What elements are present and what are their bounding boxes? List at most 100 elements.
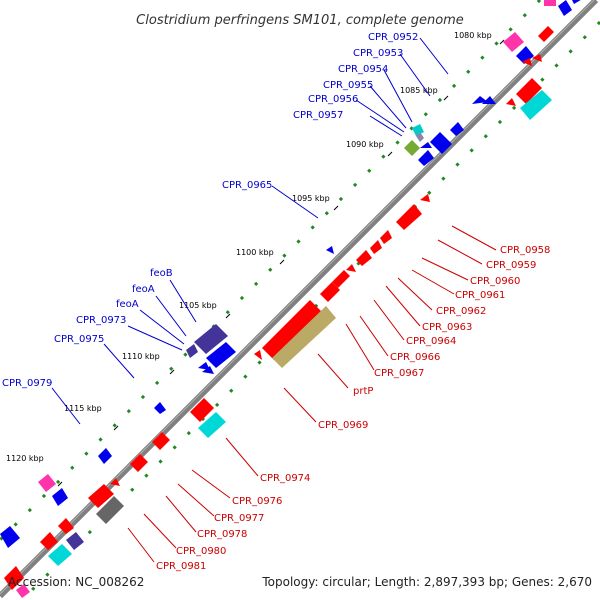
label-leader bbox=[345, 323, 375, 371]
label-leader bbox=[369, 115, 403, 137]
gene-feature bbox=[538, 26, 554, 42]
gene-feature bbox=[404, 140, 420, 156]
gene-feature bbox=[88, 484, 114, 508]
tick-mark bbox=[57, 481, 63, 487]
gene-label-cpr-0964[interactable]: CPR_0964 bbox=[406, 336, 456, 347]
label-leader bbox=[127, 325, 183, 351]
gene-label-cpr-0979[interactable]: CPR_0979 bbox=[2, 378, 52, 389]
gene-label-cpr-0974[interactable]: CPR_0974 bbox=[260, 473, 310, 484]
gene-label-cpr-0954[interactable]: CPR_0954 bbox=[338, 64, 388, 75]
gene-label-cpr-0958[interactable]: CPR_0958 bbox=[500, 245, 550, 256]
tick-marks bbox=[57, 39, 505, 487]
gene-feature bbox=[130, 454, 148, 472]
label-leader bbox=[421, 257, 469, 281]
gene-feature bbox=[262, 300, 322, 360]
gene-feature bbox=[558, 0, 572, 16]
gene-feature bbox=[40, 532, 58, 550]
label-leader bbox=[103, 343, 135, 379]
tick-label: 1120 kbp bbox=[6, 454, 44, 463]
label-leader bbox=[385, 285, 421, 327]
gene-label-cpr-0956[interactable]: CPR_0956 bbox=[308, 94, 358, 105]
gene-label-prtp[interactable]: prtP bbox=[353, 386, 373, 397]
reverse-label-lines bbox=[127, 225, 497, 563]
gene-label-cpr-0963[interactable]: CPR_0963 bbox=[422, 322, 472, 333]
tick-label: 1110 kbp bbox=[122, 352, 160, 361]
reverse-labels: CPR_0958 CPR_0959 CPR_0960 CPR_0961 CPR_… bbox=[156, 245, 550, 572]
gene-feature bbox=[154, 402, 166, 414]
gene-feature bbox=[416, 132, 424, 142]
gene-label-cpr-0967[interactable]: CPR_0967 bbox=[374, 368, 424, 379]
gene-label-cpr-0980[interactable]: CPR_0980 bbox=[176, 546, 226, 557]
label-leader bbox=[411, 269, 455, 295]
gene-feature bbox=[110, 478, 120, 486]
label-leader bbox=[419, 37, 449, 75]
gene-feature bbox=[152, 432, 170, 450]
label-leader bbox=[139, 309, 185, 345]
gene-feature bbox=[16, 584, 30, 598]
gene-feature bbox=[194, 324, 228, 354]
tick-label: 1080 kbp bbox=[454, 31, 492, 40]
tick-mark bbox=[169, 369, 175, 375]
gene-feature bbox=[482, 96, 496, 104]
gene-label-cpr-0975[interactable]: CPR_0975 bbox=[54, 334, 104, 345]
tick-mark bbox=[225, 313, 231, 319]
gene-label-cpr-0952[interactable]: CPR_0952 bbox=[368, 32, 418, 43]
label-leader bbox=[143, 513, 177, 549]
gene-feature bbox=[96, 496, 124, 524]
label-leader bbox=[369, 85, 407, 129]
gene-label-cpr-0961[interactable]: CPR_0961 bbox=[455, 290, 505, 301]
gene-label-cpr-0955[interactable]: CPR_0955 bbox=[323, 80, 373, 91]
gene-label-cpr-0973[interactable]: CPR_0973 bbox=[76, 315, 126, 326]
label-leader bbox=[359, 315, 389, 357]
label-leader bbox=[225, 437, 259, 477]
tick-mark bbox=[279, 259, 285, 265]
gene-label-feoa-2[interactable]: feoA bbox=[116, 299, 139, 310]
gene-feature bbox=[4, 566, 24, 590]
tick-mark bbox=[333, 205, 339, 211]
label-leader bbox=[397, 277, 433, 311]
gene-feature bbox=[254, 350, 262, 360]
gene-label-cpr-0978[interactable]: CPR_0978 bbox=[197, 529, 247, 540]
gene-feature bbox=[198, 362, 210, 370]
gene-feature bbox=[450, 122, 464, 136]
tick-label: 1090 kbp bbox=[346, 140, 384, 149]
gene-label-cpr-0957[interactable]: CPR_0957 bbox=[293, 110, 343, 121]
gene-feature bbox=[544, 0, 556, 6]
label-leader bbox=[165, 495, 197, 533]
gene-feature bbox=[52, 488, 68, 506]
gene-feature bbox=[430, 132, 452, 154]
gene-label-cpr-0960[interactable]: CPR_0960 bbox=[470, 276, 520, 287]
gene-feature bbox=[370, 240, 382, 254]
gene-feature bbox=[412, 124, 424, 136]
gene-feature bbox=[532, 54, 542, 62]
gene-label-cpr-0976[interactable]: CPR_0976 bbox=[232, 496, 282, 507]
label-leader bbox=[355, 99, 405, 133]
label-leader bbox=[317, 353, 349, 389]
forward-labels: CPR_0952 CPR_0953 CPR_0954 CPR_0955 CPR_… bbox=[2, 32, 418, 389]
gene-label-cpr-0953[interactable]: CPR_0953 bbox=[353, 48, 403, 59]
gene-label-cpr-0965[interactable]: CPR_0965 bbox=[222, 180, 272, 191]
gene-label-cpr-0966[interactable]: CPR_0966 bbox=[390, 352, 440, 363]
tick-label: 1100 kbp bbox=[236, 248, 274, 257]
gene-feature bbox=[48, 544, 72, 566]
accession-text: Accession: NC_008262 bbox=[8, 575, 144, 589]
gene-feature bbox=[58, 518, 74, 534]
label-leader bbox=[127, 527, 155, 563]
gene-feature bbox=[326, 246, 334, 254]
gene-label-cpr-0969[interactable]: CPR_0969 bbox=[318, 420, 368, 431]
gene-label-cpr-0981[interactable]: CPR_0981 bbox=[156, 561, 206, 572]
gene-label-cpr-0959[interactable]: CPR_0959 bbox=[486, 260, 536, 271]
gene-label-feoa[interactable]: feoA bbox=[132, 284, 155, 295]
gene-feature bbox=[520, 90, 552, 120]
label-leader bbox=[271, 185, 319, 219]
outer-dotted-track bbox=[0, 0, 542, 542]
gene-feature bbox=[506, 98, 516, 106]
gene-label-cpr-0977[interactable]: CPR_0977 bbox=[214, 513, 264, 524]
label-leader bbox=[283, 387, 317, 423]
forward-genes bbox=[0, 0, 581, 548]
tick-label: 1095 kbp bbox=[292, 194, 330, 203]
gene-feature bbox=[396, 204, 422, 230]
gene-label-feob[interactable]: feoB bbox=[150, 268, 173, 279]
gene-label-cpr-0962[interactable]: CPR_0962 bbox=[436, 306, 486, 317]
